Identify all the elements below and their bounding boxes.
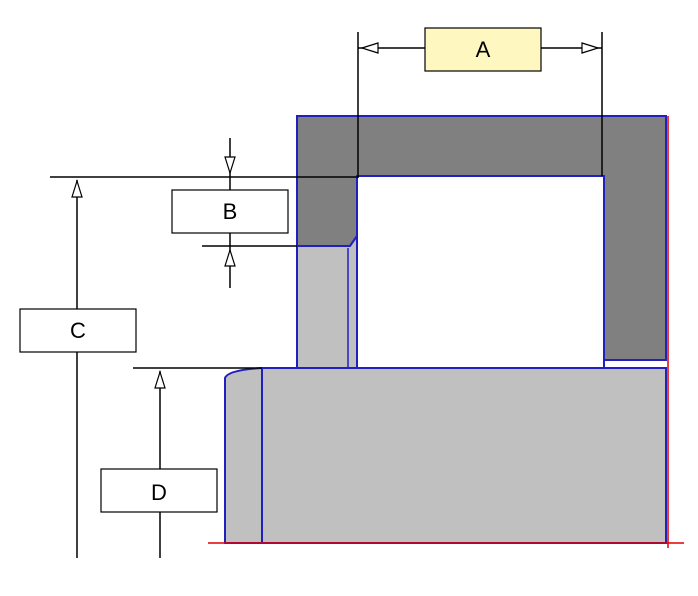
dim-a-arrow-right <box>581 42 601 54</box>
dim-a-box[interactable] <box>424 27 542 72</box>
dim-b-label: B <box>223 199 238 224</box>
dim-a-label: A <box>476 37 491 62</box>
dim-b-box[interactable] <box>171 189 289 234</box>
dim-c-arrow-top <box>71 178 83 198</box>
dim-d-arrow-top <box>154 369 166 389</box>
cavity <box>358 177 603 367</box>
dim-d-box[interactable] <box>100 468 218 513</box>
dim-c-box[interactable] <box>19 308 137 353</box>
shaft-body <box>224 367 667 544</box>
dim-d-label: D <box>151 480 167 505</box>
dim-b-arrow-top <box>224 156 236 176</box>
dim-c-label: C <box>70 318 86 343</box>
dim-a-arrow-left <box>359 42 379 54</box>
dim-b-arrow-bottom <box>224 247 236 267</box>
